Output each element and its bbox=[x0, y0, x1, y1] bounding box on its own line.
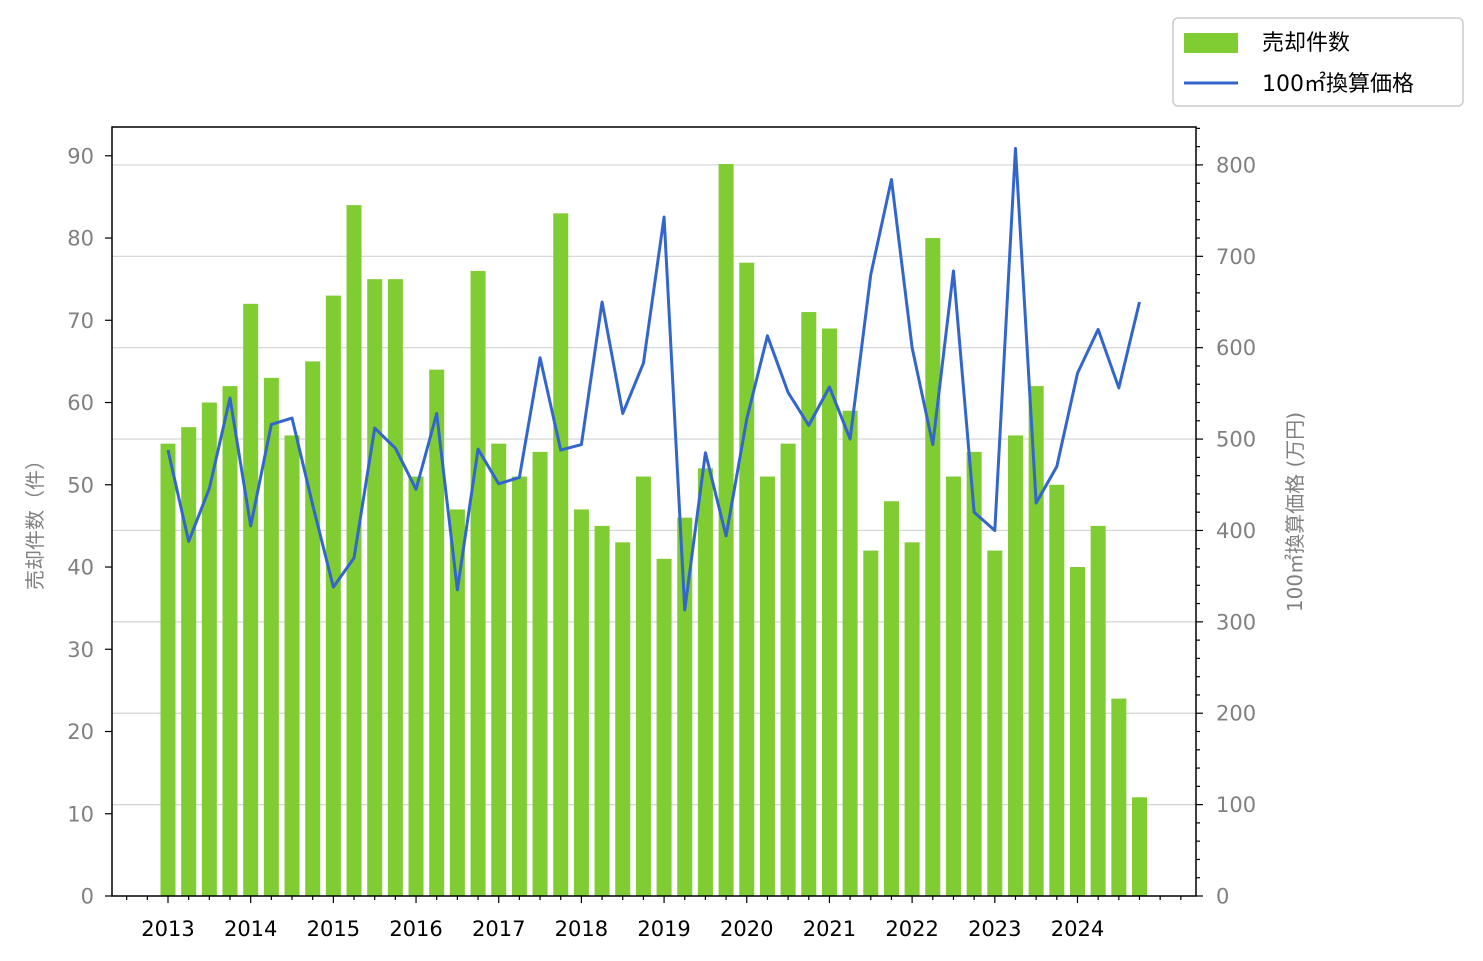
y-right-tick-label: 400 bbox=[1216, 519, 1256, 543]
left-axis-title: 売却件数（件） bbox=[23, 450, 47, 590]
x-tick-label: 2020 bbox=[720, 917, 773, 941]
bar bbox=[863, 550, 879, 896]
bar bbox=[656, 558, 672, 896]
y-left-tick-label: 50 bbox=[67, 473, 94, 497]
bar bbox=[553, 213, 569, 897]
x-tick-label: 2016 bbox=[389, 917, 442, 941]
legend: 売却件数 100㎡換算価格 bbox=[1172, 17, 1464, 107]
legend-box bbox=[1172, 17, 1464, 107]
bar bbox=[429, 369, 445, 896]
legend-bar-label: 売却件数 bbox=[1262, 31, 1350, 56]
right-axis: 0 100 200 300 400 500 600 700 800 bbox=[1196, 127, 1256, 909]
bar bbox=[1131, 797, 1147, 896]
bar bbox=[759, 476, 775, 896]
bar bbox=[966, 451, 982, 896]
bar bbox=[160, 443, 176, 896]
x-tick-label: 2024 bbox=[1051, 917, 1104, 941]
price-line bbox=[166, 146, 1141, 612]
bar bbox=[987, 550, 1003, 896]
left-axis: 0 10 20 30 40 50 60 70 80 90 bbox=[67, 144, 112, 909]
legend-line-label: 100㎡換算価格 bbox=[1262, 71, 1414, 97]
y-right-tick-label: 700 bbox=[1216, 245, 1256, 269]
bar bbox=[284, 435, 300, 896]
bar bbox=[263, 377, 279, 896]
y-left-tick-label: 10 bbox=[67, 802, 94, 826]
bar bbox=[1090, 525, 1106, 896]
x-tick-label: 2017 bbox=[472, 917, 525, 941]
bar bbox=[201, 402, 217, 896]
bar bbox=[883, 501, 899, 896]
y-left-tick-label: 60 bbox=[67, 391, 94, 415]
x-tick-label: 2021 bbox=[803, 917, 856, 941]
y-left-tick-label: 40 bbox=[67, 556, 94, 580]
right-axis-title: 100㎡換算価格 (万円) bbox=[1283, 412, 1307, 612]
bar bbox=[945, 476, 961, 896]
y-right-tick-label: 600 bbox=[1216, 336, 1256, 360]
price-line-path bbox=[166, 146, 1141, 612]
y-left-tick-label: 20 bbox=[67, 720, 94, 744]
bar bbox=[449, 509, 465, 896]
y-right-tick-label: 500 bbox=[1216, 428, 1256, 452]
bar bbox=[1069, 567, 1085, 896]
bar bbox=[801, 312, 817, 896]
bar bbox=[904, 542, 920, 896]
x-tick-label: 2019 bbox=[637, 917, 690, 941]
bar bbox=[1007, 435, 1023, 896]
x-tick-label: 2022 bbox=[885, 917, 938, 941]
bar bbox=[181, 427, 197, 896]
bar bbox=[615, 542, 631, 896]
bar bbox=[739, 262, 755, 896]
x-tick-label: 2013 bbox=[141, 917, 194, 941]
y-right-tick-label: 800 bbox=[1216, 153, 1256, 177]
bar bbox=[243, 303, 259, 897]
x-tick-label: 2015 bbox=[307, 917, 360, 941]
bar bbox=[842, 410, 858, 896]
bar bbox=[325, 295, 341, 897]
bar bbox=[821, 328, 837, 896]
bar bbox=[677, 517, 693, 896]
x-tick-label: 2014 bbox=[224, 917, 277, 941]
bar bbox=[511, 476, 527, 896]
y-left-tick-label: 0 bbox=[81, 885, 94, 909]
bar bbox=[367, 279, 383, 896]
bar bbox=[697, 468, 713, 896]
bar bbox=[491, 443, 507, 896]
bar bbox=[594, 525, 610, 896]
y-right-tick-label: 0 bbox=[1216, 885, 1229, 909]
bar bbox=[780, 443, 796, 896]
bar bbox=[635, 476, 651, 896]
bar bbox=[470, 270, 486, 896]
y-right-tick-label: 300 bbox=[1216, 610, 1256, 634]
y-left-tick-label: 30 bbox=[67, 638, 94, 662]
bar bbox=[408, 476, 424, 896]
y-left-tick-label: 70 bbox=[67, 309, 94, 333]
x-tick-label: 2018 bbox=[555, 917, 608, 941]
bar bbox=[222, 386, 238, 896]
bar bbox=[532, 451, 548, 896]
bar bbox=[1028, 386, 1044, 896]
bar bbox=[1111, 698, 1127, 896]
x-tick-label: 2023 bbox=[968, 917, 1021, 941]
bars bbox=[160, 164, 1147, 897]
x-axis: 2013 2014 2015 2016 2017 2018 2019 2020 2021 2022… bbox=[126, 896, 1182, 941]
legend-bar-swatch bbox=[1184, 33, 1238, 53]
bar bbox=[305, 361, 321, 896]
bar bbox=[925, 238, 941, 896]
bar bbox=[1049, 484, 1065, 896]
y-right-tick-label: 100 bbox=[1216, 793, 1256, 817]
y-left-tick-label: 80 bbox=[67, 227, 94, 251]
y-left-tick-label: 90 bbox=[67, 144, 94, 168]
plot-frame bbox=[111, 126, 1197, 897]
bar bbox=[387, 279, 403, 896]
y-right-tick-label: 200 bbox=[1216, 702, 1256, 726]
bar bbox=[573, 509, 589, 896]
